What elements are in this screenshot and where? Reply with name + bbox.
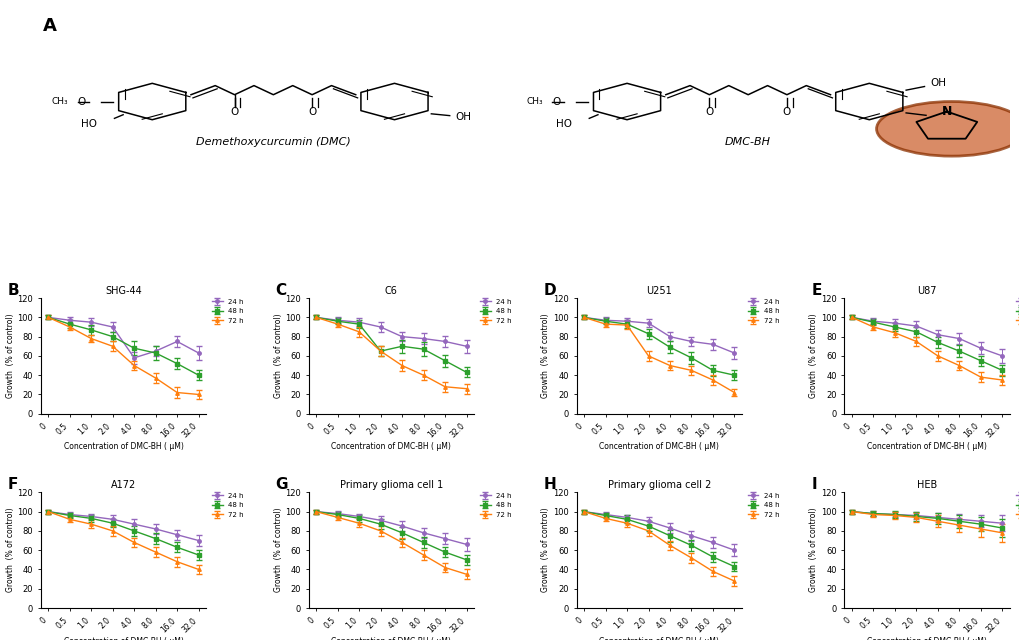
Y-axis label: Growth  (% of control): Growth (% of control): [808, 508, 817, 593]
Text: I: I: [810, 477, 816, 492]
Text: CH₃: CH₃: [526, 97, 543, 106]
Y-axis label: Growth  (% of control): Growth (% of control): [273, 508, 282, 593]
Text: N: N: [941, 105, 951, 118]
Title: Primary glioma cell 1: Primary glioma cell 1: [339, 480, 442, 490]
Text: O: O: [704, 107, 713, 117]
Y-axis label: Growth  (% of control): Growth (% of control): [273, 314, 282, 398]
Legend: 24 h, 48 h, 72 h: 24 h, 48 h, 72 h: [477, 296, 514, 326]
Text: F: F: [8, 477, 18, 492]
Text: CH₃: CH₃: [52, 97, 68, 106]
Legend: 24 h, 48 h, 72 h: 24 h, 48 h, 72 h: [745, 490, 782, 520]
Text: G: G: [275, 477, 287, 492]
Title: HEB: HEB: [916, 480, 936, 490]
X-axis label: Concentration of DMC-BH ( μM): Concentration of DMC-BH ( μM): [331, 637, 450, 640]
X-axis label: Concentration of DMC-BH ( μM): Concentration of DMC-BH ( μM): [599, 637, 718, 640]
X-axis label: Concentration of DMC-BH ( μM): Concentration of DMC-BH ( μM): [866, 637, 986, 640]
X-axis label: Concentration of DMC-BH ( μM): Concentration of DMC-BH ( μM): [599, 442, 718, 451]
Text: O: O: [230, 107, 238, 117]
Text: O: O: [77, 97, 86, 106]
Text: B: B: [8, 283, 19, 298]
Text: Demethoxycurcumin (DMC): Demethoxycurcumin (DMC): [196, 137, 351, 147]
X-axis label: Concentration of DMC-BH ( μM): Concentration of DMC-BH ( μM): [63, 637, 183, 640]
Title: SHG-44: SHG-44: [105, 286, 142, 296]
Text: D: D: [543, 283, 555, 298]
Title: Primary glioma cell 2: Primary glioma cell 2: [607, 480, 710, 490]
Text: A: A: [43, 17, 57, 35]
Title: A172: A172: [111, 480, 136, 490]
Text: HO: HO: [555, 119, 572, 129]
Legend: 24 h, 48 h, 72 h: 24 h, 48 h, 72 h: [209, 490, 247, 520]
Y-axis label: Growth  (% of control): Growth (% of control): [6, 314, 14, 398]
Text: OH: OH: [455, 111, 471, 122]
Y-axis label: Growth  (% of control): Growth (% of control): [541, 508, 550, 593]
Text: O: O: [308, 107, 316, 117]
Title: C6: C6: [384, 286, 397, 296]
Ellipse shape: [875, 102, 1019, 156]
Text: E: E: [810, 283, 821, 298]
Y-axis label: Growth  (% of control): Growth (% of control): [808, 314, 817, 398]
Title: U251: U251: [646, 286, 672, 296]
Text: O: O: [551, 97, 559, 106]
Text: H: H: [543, 477, 555, 492]
Text: OH: OH: [929, 78, 946, 88]
Legend: 24 h, 48 h, 72 h: 24 h, 48 h, 72 h: [477, 490, 514, 520]
X-axis label: Concentration of DMC-BH ( μM): Concentration of DMC-BH ( μM): [866, 442, 986, 451]
Text: O: O: [782, 107, 791, 117]
X-axis label: Concentration of DMC-BH ( μM): Concentration of DMC-BH ( μM): [331, 442, 450, 451]
Title: U87: U87: [916, 286, 936, 296]
Text: HO: HO: [82, 119, 97, 129]
Legend: 24 h, 48 h, 72 h: 24 h, 48 h, 72 h: [1012, 490, 1019, 520]
Legend: 24 h, 48 h, 72 h: 24 h, 48 h, 72 h: [745, 296, 782, 326]
Y-axis label: Growth  (% of control): Growth (% of control): [6, 508, 14, 593]
Legend: 24 h, 48 h, 72 h: 24 h, 48 h, 72 h: [209, 296, 247, 326]
Legend: 24 h, 48 h, 72 h: 24 h, 48 h, 72 h: [1012, 296, 1019, 326]
Text: C: C: [275, 283, 286, 298]
Text: DMC-BH: DMC-BH: [725, 137, 770, 147]
Y-axis label: Growth  (% of control): Growth (% of control): [541, 314, 550, 398]
X-axis label: Concentration of DMC-BH ( μM): Concentration of DMC-BH ( μM): [63, 442, 183, 451]
